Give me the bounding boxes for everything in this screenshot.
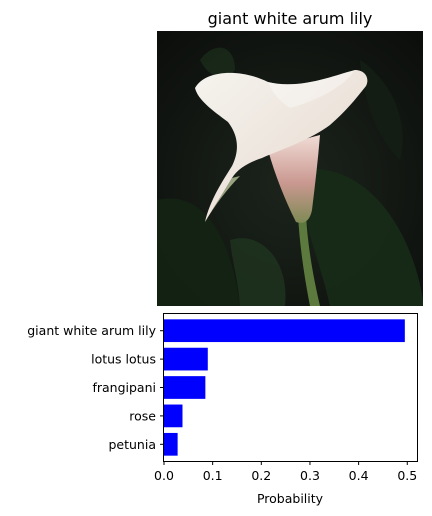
flower-spathe	[195, 70, 368, 222]
leaf-shape	[157, 198, 240, 306]
x-tick-label: 0.1	[203, 468, 223, 483]
x-tick-label: 0.0	[154, 468, 174, 483]
flower-stem	[298, 215, 320, 306]
bar	[164, 404, 183, 428]
y-tick-label: giant white arum lily	[27, 323, 156, 338]
flower-photo	[157, 31, 423, 306]
x-tick-label: 0.3	[300, 468, 320, 483]
x-axis-label: Probability	[257, 491, 324, 506]
flower-throat	[268, 135, 320, 223]
leaf-shape	[230, 238, 286, 306]
leaf-shape	[300, 168, 423, 306]
bars-group	[164, 319, 405, 456]
bar-chart: giant white arum lily lotus lotus frangipa…	[27, 313, 418, 506]
x-tick-label: 0.2	[251, 468, 271, 483]
x-tick-label: 0.4	[349, 468, 369, 483]
y-tick-label: rose	[129, 408, 156, 423]
x-tick-label: 0.5	[397, 468, 417, 483]
bar	[164, 432, 178, 456]
x-ticks-group: 0.0 0.1 0.2 0.3 0.4 0.5	[154, 461, 417, 483]
y-tick-label: frangipani	[92, 380, 156, 395]
y-tick-label: petunia	[108, 437, 156, 452]
image-title: giant white arum lily	[208, 9, 373, 28]
y-tick-label: lotus lotus	[91, 352, 156, 367]
spathe-highlight	[268, 70, 355, 108]
leaf-shape	[200, 47, 235, 77]
bar	[164, 376, 206, 399]
leaf-shape	[360, 60, 403, 160]
y-ticks-group: giant white arum lily lotus lotus frangipa…	[27, 323, 164, 452]
bar	[164, 347, 208, 371]
bar	[164, 319, 405, 343]
